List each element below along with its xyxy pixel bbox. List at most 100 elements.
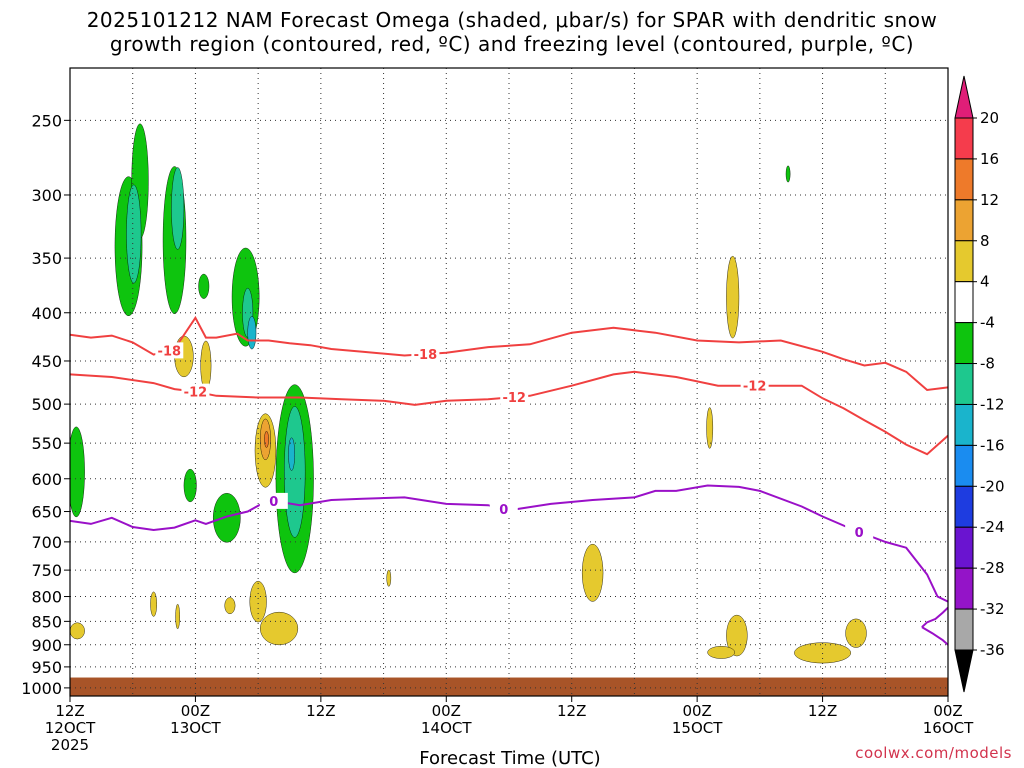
ytick-label-1000: 1000 [21, 679, 62, 698]
omega-blob-20 [264, 431, 269, 448]
contour-label-bg-zero-C-2 [845, 524, 874, 541]
colorbar-swatch-1 [954, 158, 974, 201]
omega-blob-33 [794, 642, 851, 664]
xtick-label-72-line1: 12Z [808, 702, 837, 720]
colorbar-label-2: 12 [980, 191, 999, 209]
xtick-label-60-line1: 00Z [682, 702, 711, 720]
colorbar-label-7: -12 [980, 395, 1005, 413]
contour-label-bg-minus-12C-2 [740, 377, 769, 394]
contour-label-zero-C-0: 0 [269, 495, 278, 510]
contour-label-bg-minus-12C-0 [181, 383, 210, 400]
xtick-label-36-line1: 00Z [432, 702, 461, 720]
xtick-label-60-line2: 15OCT [672, 719, 723, 737]
xtick-label-36-line2: 14OCT [421, 719, 472, 737]
colorbar-label-9: -20 [980, 477, 1005, 495]
colorbar-label-6: -8 [980, 355, 995, 373]
xtick-label-0-line1: 12Z [55, 702, 84, 720]
contour-label-minus-12C-2: -12 [743, 380, 767, 395]
title-line-2: growth region (contoured, red, ºC) and f… [109, 32, 915, 56]
omega-blob-15 [785, 165, 791, 183]
chart-title: 2025101212 NAM Forecast Omega (shaded, μ… [0, 8, 1024, 56]
colorbar-label-8: -16 [980, 436, 1005, 454]
contour-label-minus-18C-0: -18 [158, 344, 182, 359]
pressure-axis: 250 300 350 400 450 500 550 600 650 700 750 800 850 9… [21, 111, 70, 698]
xtick-label-48-line1: 12Z [557, 702, 586, 720]
ytick-label-250: 250 [31, 111, 62, 130]
ground-fill [70, 677, 948, 696]
colorbar-label-0: 20 [980, 109, 999, 127]
colorbar-swatch-10 [954, 526, 974, 569]
xtick-label-84-line1: 00Z [933, 702, 962, 720]
colorbar-top-arrow [954, 75, 974, 119]
contour-label-bg-minus-18C-1 [411, 346, 440, 363]
contour-label-minus-18C-1: -18 [414, 348, 438, 363]
omega-blob-29 [726, 255, 740, 339]
omega-blob-13 [284, 406, 306, 538]
xtick-label-12-line2: 13OCT [170, 719, 221, 737]
colorbar-swatch-5 [954, 322, 974, 365]
x-axis-label: Forecast Time (UTC) [419, 748, 600, 768]
omega-blob-11 [212, 493, 241, 543]
contour-minus-18C [70, 315, 948, 392]
omega-blob-34 [845, 618, 867, 648]
omega-blob-5 [198, 273, 210, 299]
ytick-label-650: 650 [31, 503, 62, 522]
omega-blob-25 [224, 597, 236, 615]
ytick-label-300: 300 [31, 186, 62, 205]
contour-label-minus-12C-1: -12 [502, 391, 526, 406]
colorbar-swatch-6 [954, 363, 974, 405]
colorbar-swatch-3 [954, 240, 974, 283]
contour-label-zero-C-2: 0 [855, 526, 864, 541]
omega-blob-9 [70, 426, 85, 518]
colorbar-bottom-arrow [954, 649, 974, 693]
contour-zero-C-lowest [921, 626, 948, 646]
omega-blob-24 [175, 604, 180, 629]
colorbar-swatch-7 [954, 403, 974, 446]
colorbar-swatch-12 [954, 608, 974, 651]
ytick-label-450: 450 [31, 352, 62, 371]
colorbar: 20 16 12 8 4 -4 -8 -12 -16 -20 -24 -28 -32 -36 [954, 75, 1005, 693]
omega-blob-14 [288, 437, 295, 471]
ground-layer [70, 677, 948, 696]
omega-blob-10 [183, 468, 197, 503]
omega-blob-30 [706, 407, 714, 449]
colorbar-swatch-9 [954, 485, 974, 528]
colorbar-label-4: 4 [980, 273, 990, 291]
colorbar-label-10: -24 [980, 518, 1005, 536]
ytick-label-850: 850 [31, 612, 62, 631]
contour-label-bg-zero-C-0 [259, 492, 288, 509]
temperature-contours: -18 -18 -12 -12 -12 0 0 0 [70, 315, 948, 646]
omega-blob-17 [200, 340, 212, 391]
contour-zero-C-lower [921, 606, 948, 628]
omega-blob-31 [726, 614, 748, 657]
omega-shading [70, 123, 867, 664]
omega-blob-23 [150, 591, 157, 617]
omega-blob-27 [386, 569, 392, 587]
site-credit: coolwx.com/models [855, 744, 1012, 762]
ytick-label-800: 800 [31, 588, 62, 607]
colorbar-label-12: -32 [980, 600, 1005, 618]
contour-label-bg-minus-18C-0 [155, 342, 184, 359]
gridlines [70, 68, 948, 696]
omega-blob-28 [581, 543, 604, 602]
title-line-1: 2025101212 NAM Forecast Omega (shaded, μ… [86, 8, 938, 32]
colorbar-label-3: 8 [980, 232, 990, 250]
colorbar-swatch-2 [954, 199, 974, 242]
colorbar-label-13: -36 [980, 641, 1005, 659]
xtick-label-12-line1: 00Z [181, 702, 210, 720]
ytick-label-550: 550 [31, 434, 62, 453]
contour-label-zero-C-1: 0 [499, 503, 508, 518]
omega-blob-21 [249, 580, 267, 623]
contour-label-bg-minus-12C-1 [500, 389, 529, 406]
colorbar-label-11: -28 [980, 559, 1005, 577]
ytick-label-950: 950 [31, 658, 62, 677]
ytick-label-350: 350 [31, 249, 62, 268]
omega-blob-26 [70, 622, 85, 640]
omega-blob-22 [260, 611, 299, 646]
ytick-label-700: 700 [31, 533, 62, 552]
colorbar-swatch-8 [954, 444, 974, 487]
ytick-label-500: 500 [31, 395, 62, 414]
omega-blob-4 [171, 167, 185, 250]
